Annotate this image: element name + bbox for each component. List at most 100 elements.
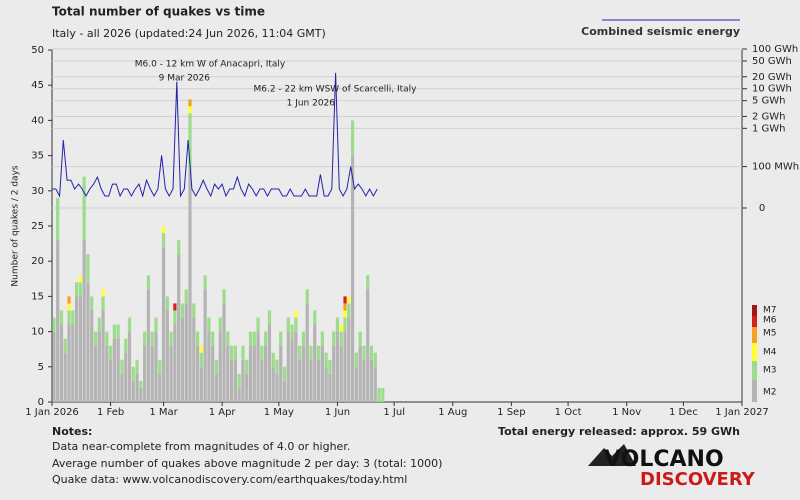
y2-tick-label: 5 GWh bbox=[752, 96, 786, 107]
bar-segment bbox=[211, 331, 215, 346]
logo-icon bbox=[588, 444, 636, 466]
bar-segment bbox=[177, 254, 181, 402]
bar-segment bbox=[248, 345, 253, 402]
bar-segment bbox=[67, 310, 71, 325]
bar-segment bbox=[335, 331, 340, 402]
bar-segment bbox=[313, 310, 317, 325]
y-tick-label: 15 bbox=[31, 291, 44, 302]
bar-segment bbox=[264, 345, 268, 402]
y-tick-label: 50 bbox=[31, 45, 44, 56]
bar-segment bbox=[120, 373, 124, 402]
y-axis-label: Number of quakes / 2 days bbox=[11, 165, 21, 286]
y2-tick-label: 2 GWh bbox=[752, 111, 786, 122]
bar-segment bbox=[267, 310, 272, 325]
bar-segment bbox=[146, 275, 151, 290]
bar-segment bbox=[358, 345, 362, 402]
bar-segment bbox=[282, 380, 287, 402]
bar-segment bbox=[161, 233, 166, 248]
bar-segment bbox=[332, 331, 336, 346]
bar-segment bbox=[347, 303, 351, 318]
bar-segment bbox=[309, 359, 313, 402]
bar-segment bbox=[362, 345, 366, 360]
bar-segment bbox=[188, 169, 192, 402]
bar-segment bbox=[332, 345, 336, 402]
bar-segment bbox=[127, 331, 132, 402]
bar-segment bbox=[195, 331, 200, 346]
logo-text: VOLCANO bbox=[604, 447, 724, 472]
bar-segment bbox=[298, 345, 302, 360]
bar-segment bbox=[127, 317, 132, 332]
bar-segment bbox=[184, 289, 188, 304]
bar-segment bbox=[366, 275, 370, 290]
bar-segment bbox=[188, 106, 192, 114]
bar-segment bbox=[116, 324, 120, 339]
bar-segment bbox=[82, 240, 86, 402]
bar-segment bbox=[366, 289, 370, 402]
bar-segment bbox=[59, 324, 64, 402]
bar-segment bbox=[343, 317, 347, 332]
y2-tick-label: 1 GWh bbox=[752, 123, 786, 134]
bar-segment bbox=[290, 324, 294, 339]
x-tick-label: 1 Aug bbox=[438, 407, 467, 418]
legend-label: M2 bbox=[763, 388, 777, 398]
bar-segment bbox=[282, 366, 287, 381]
bar-segment bbox=[188, 99, 192, 107]
x-tick-label: 1 Oct bbox=[555, 407, 582, 418]
bar-segment bbox=[313, 324, 317, 402]
bar-segment bbox=[377, 387, 381, 402]
bar-segment bbox=[143, 331, 147, 346]
bar-segment bbox=[93, 331, 98, 346]
bar-segment bbox=[335, 317, 340, 332]
bar-segment bbox=[241, 345, 245, 360]
notes-title: Notes: bbox=[52, 425, 92, 438]
bar-segment bbox=[135, 359, 139, 374]
bar-segment bbox=[373, 352, 377, 367]
bar-segment bbox=[316, 345, 321, 360]
bar-segment bbox=[267, 324, 272, 402]
bar-segment bbox=[71, 324, 75, 402]
bar-segment bbox=[203, 289, 207, 402]
bar-segment bbox=[229, 359, 234, 402]
bar-segment bbox=[214, 359, 219, 374]
bar-segment bbox=[229, 345, 234, 360]
bar-segment bbox=[373, 366, 377, 402]
bar-segment bbox=[161, 247, 166, 402]
x-tick-label: 1 May bbox=[264, 407, 294, 418]
bar-segment bbox=[139, 380, 143, 388]
legend-swatch bbox=[752, 361, 757, 380]
bar-segment bbox=[226, 345, 230, 402]
bar-segment bbox=[369, 359, 374, 402]
bar-segment bbox=[82, 176, 86, 241]
bar-segment bbox=[63, 338, 67, 353]
bar-segment bbox=[143, 345, 147, 402]
bar-segment bbox=[286, 317, 290, 332]
bar-segment bbox=[109, 345, 113, 360]
annotation: 1 Jun 2026 bbox=[287, 99, 336, 109]
bar-segment bbox=[222, 289, 226, 304]
bar-segment bbox=[347, 317, 351, 402]
bar-segment bbox=[192, 317, 196, 402]
bar-segment bbox=[233, 345, 237, 360]
bar-segment bbox=[131, 380, 135, 402]
bar-segment bbox=[180, 317, 185, 402]
bar-segment bbox=[180, 303, 185, 318]
bar-segment bbox=[350, 120, 355, 156]
bar-segment bbox=[271, 366, 275, 402]
bar-segment bbox=[354, 352, 358, 367]
bar-segment bbox=[260, 359, 264, 402]
bar-segment bbox=[199, 345, 203, 353]
bar-segment bbox=[271, 352, 275, 367]
bar-segment bbox=[301, 331, 306, 346]
bar-segment bbox=[343, 331, 347, 402]
bar-segment bbox=[294, 317, 298, 332]
bar-segment bbox=[339, 331, 343, 346]
bar-segment bbox=[290, 338, 294, 402]
y-tick-label: 35 bbox=[31, 151, 44, 162]
bar-segment bbox=[52, 317, 56, 332]
bar-segment bbox=[86, 254, 90, 283]
bar-segment bbox=[161, 226, 166, 234]
bar-segment bbox=[158, 373, 162, 402]
y-tick-label: 45 bbox=[31, 80, 44, 91]
